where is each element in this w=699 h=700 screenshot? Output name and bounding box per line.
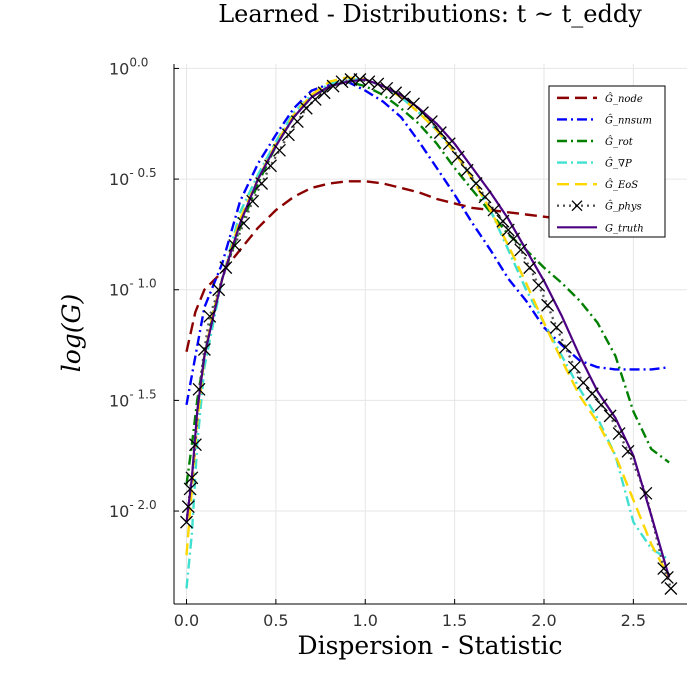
phys-marker xyxy=(424,115,438,129)
y-tick-label: 10- 1.0 xyxy=(109,277,157,300)
series-layer xyxy=(185,76,673,589)
phys-marker xyxy=(567,360,581,374)
legend-label: Ĝ_nnsum xyxy=(605,114,652,126)
phys-marker xyxy=(281,128,295,142)
phys-marker xyxy=(558,340,572,354)
phys-marker xyxy=(541,298,555,312)
phys-marker xyxy=(576,376,590,390)
legend: Ĝ_node Ĝ_nnsum Ĝ_rot Ĝ_∇P Ĝ_EoS Ĝ_phys G_truth xyxy=(548,85,666,238)
markers xyxy=(180,73,678,595)
phys-marker xyxy=(219,261,233,275)
phys-marker xyxy=(514,243,528,257)
phys-marker xyxy=(442,137,456,151)
legend-label: Ĝ_phys xyxy=(605,201,642,213)
phys-marker xyxy=(478,190,492,204)
phys-marker xyxy=(308,92,322,106)
phys-marker xyxy=(496,214,510,228)
phys-marker xyxy=(344,73,358,86)
y-tick-label: 100.0 xyxy=(109,55,148,78)
phys-marker xyxy=(469,177,483,190)
y-tick-label: 10- 1.5 xyxy=(109,387,157,410)
phys-marker xyxy=(183,482,197,496)
phys-marker xyxy=(660,570,674,584)
phys-marker xyxy=(335,75,349,89)
legend-marker xyxy=(571,200,583,212)
phys-marker xyxy=(487,203,501,217)
x-tick-label: 1.0 xyxy=(353,611,378,630)
phys-marker xyxy=(188,438,202,452)
phys-marker xyxy=(185,471,199,485)
series-line-1 xyxy=(185,80,670,406)
series-line-0 xyxy=(185,180,580,352)
x-tick-label: 0.5 xyxy=(263,611,288,630)
phys-marker xyxy=(433,126,447,140)
legend-label: G_truth xyxy=(605,223,644,234)
phys-marker xyxy=(398,90,412,104)
x-tick-label: 0.0 xyxy=(174,611,199,630)
axes: 0.0 0.5 1.0 1.5 2.0 2.5 100.0 10- 0.5 10- 1.0 10-… xyxy=(109,55,687,630)
phys-marker xyxy=(228,239,242,252)
phys-marker xyxy=(585,387,599,401)
phys-marker xyxy=(371,77,385,91)
phys-marker xyxy=(523,261,537,275)
phys-marker xyxy=(326,79,340,93)
phys-marker xyxy=(664,582,678,595)
phys-marker xyxy=(290,115,304,129)
phys-marker xyxy=(255,177,269,190)
phys-marker xyxy=(603,409,617,423)
phys-marker xyxy=(501,223,515,237)
y-axis-label: log(G) xyxy=(57,294,86,373)
phys-marker xyxy=(192,382,206,396)
phys-marker xyxy=(203,309,217,323)
phys-marker xyxy=(197,343,211,356)
phys-marker xyxy=(550,320,563,334)
x-tick-label: 2.5 xyxy=(621,611,646,630)
phys-marker xyxy=(532,278,546,292)
phys-marker xyxy=(657,562,671,576)
x-tick-label: 1.5 xyxy=(442,611,467,630)
legend-label: Ĝ_∇P xyxy=(605,158,632,170)
phys-marker xyxy=(246,194,260,208)
phys-marker xyxy=(181,500,195,514)
phys-marker xyxy=(180,515,193,529)
phys-marker xyxy=(237,216,251,230)
phys-marker xyxy=(621,444,635,458)
legend-label: Ĝ_EoS xyxy=(605,179,638,191)
phys-marker xyxy=(639,486,653,500)
phys-marker xyxy=(507,232,521,246)
series-line-6 xyxy=(185,78,671,578)
x-axis-label: Dispersion - Statistic xyxy=(298,631,563,660)
legend-box xyxy=(548,85,666,238)
phys-marker xyxy=(451,150,465,164)
phys-marker xyxy=(264,159,277,173)
phys-marker xyxy=(389,86,403,100)
x-tick-label: 2.0 xyxy=(531,611,556,630)
phys-marker xyxy=(212,283,226,297)
phys-marker xyxy=(612,427,626,441)
legend-label: Ĝ_rot xyxy=(605,136,634,148)
y-tick-label: 10- 0.5 xyxy=(109,166,157,189)
chart-title: Learned - Distributions: t ~ t_eddy xyxy=(218,0,642,28)
phys-marker xyxy=(362,75,376,89)
legend-label: Ĝ_node xyxy=(605,93,643,105)
phys-marker xyxy=(273,143,286,157)
phys-marker xyxy=(317,86,331,100)
phys-marker xyxy=(380,81,394,95)
phys-marker xyxy=(594,398,608,412)
y-tick-label: 10- 2.0 xyxy=(109,498,157,521)
series-line-3 xyxy=(185,78,670,589)
phys-marker xyxy=(353,73,367,86)
phys-marker xyxy=(460,163,474,177)
